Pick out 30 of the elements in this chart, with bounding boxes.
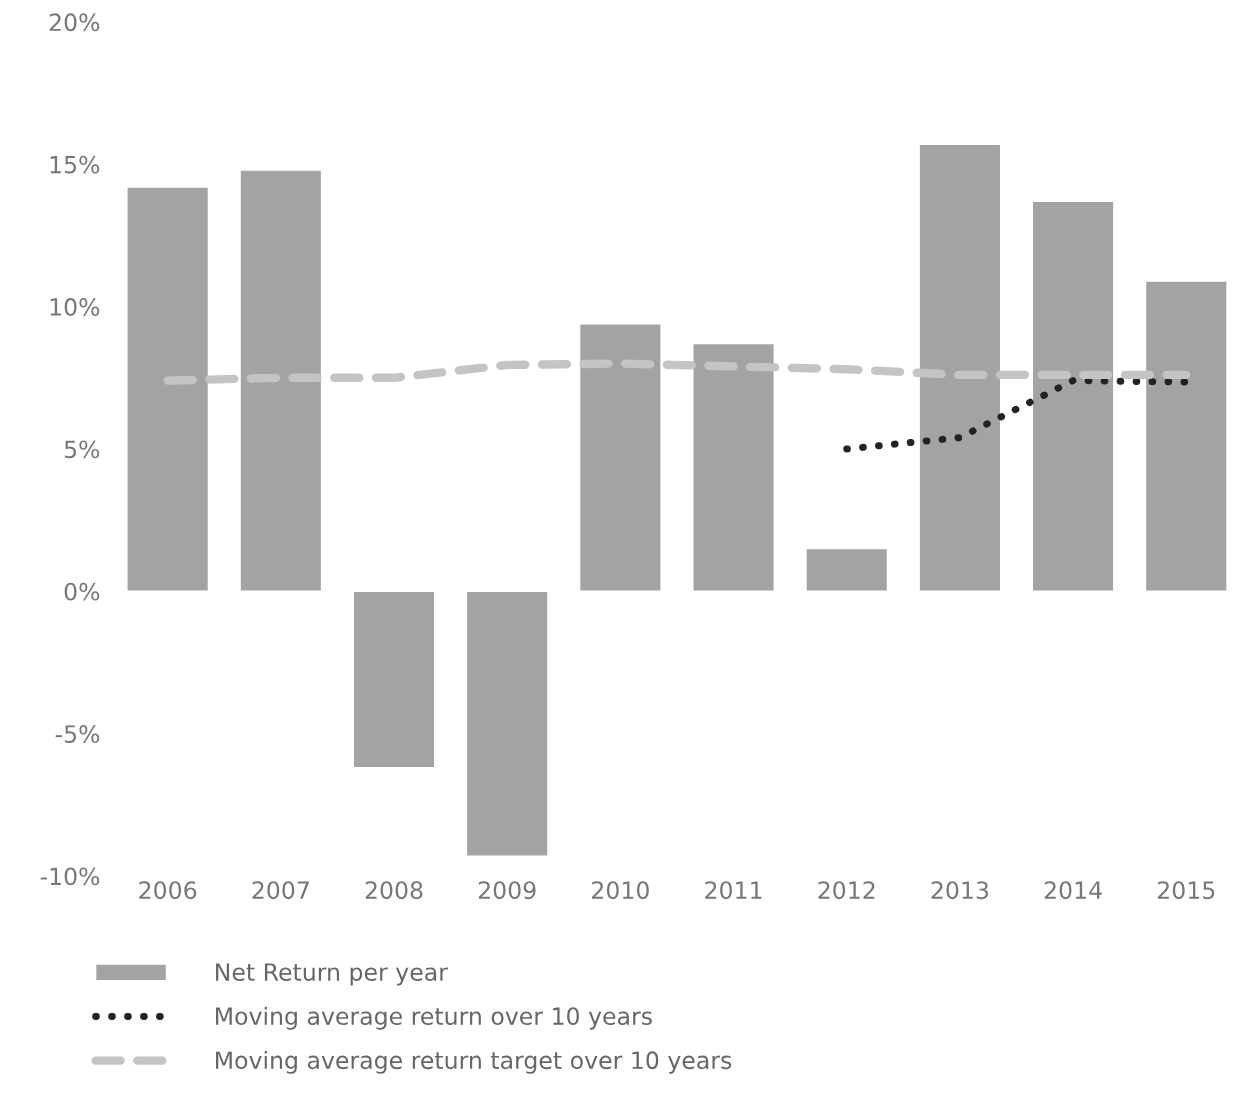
legend-label: Net Return per year	[216, 963, 448, 986]
bar	[239, 169, 323, 592]
y-tick-label: 10%	[50, 298, 100, 316]
x-tick-label: 2009	[478, 881, 536, 900]
y-tick-label: -10%	[40, 867, 100, 886]
x-tick-label: 2011	[705, 881, 762, 900]
bar	[465, 590, 549, 857]
y-tick-label: 0%	[64, 582, 100, 601]
bar	[805, 547, 889, 592]
y-tick-label: 20%	[49, 13, 100, 32]
bar	[578, 322, 662, 592]
y-tick-label: -5%	[55, 725, 100, 743]
legend-label: Moving average return over 10 years	[216, 1006, 652, 1030]
x-tick-label: 2010	[592, 881, 649, 900]
x-tick-label: 2014	[1044, 881, 1102, 900]
x-tick-label: 2007	[252, 881, 309, 900]
bar	[918, 143, 1002, 592]
x-tick-label: 2006	[139, 881, 197, 900]
bar	[1031, 200, 1115, 592]
bar	[692, 342, 775, 592]
bar	[352, 590, 436, 769]
bar	[1144, 280, 1228, 592]
legend-label: Moving average return target over 10 years	[216, 1050, 732, 1074]
x-tick-label: 2013	[931, 881, 989, 900]
x-tick-label: 2012	[818, 881, 875, 900]
x-tick-label: 2015	[1157, 881, 1215, 900]
x-tick-label: 2008	[365, 881, 423, 900]
bar	[126, 186, 210, 592]
y-tick-label: 15%	[50, 155, 100, 174]
y-tick-label: 5%	[64, 440, 100, 459]
